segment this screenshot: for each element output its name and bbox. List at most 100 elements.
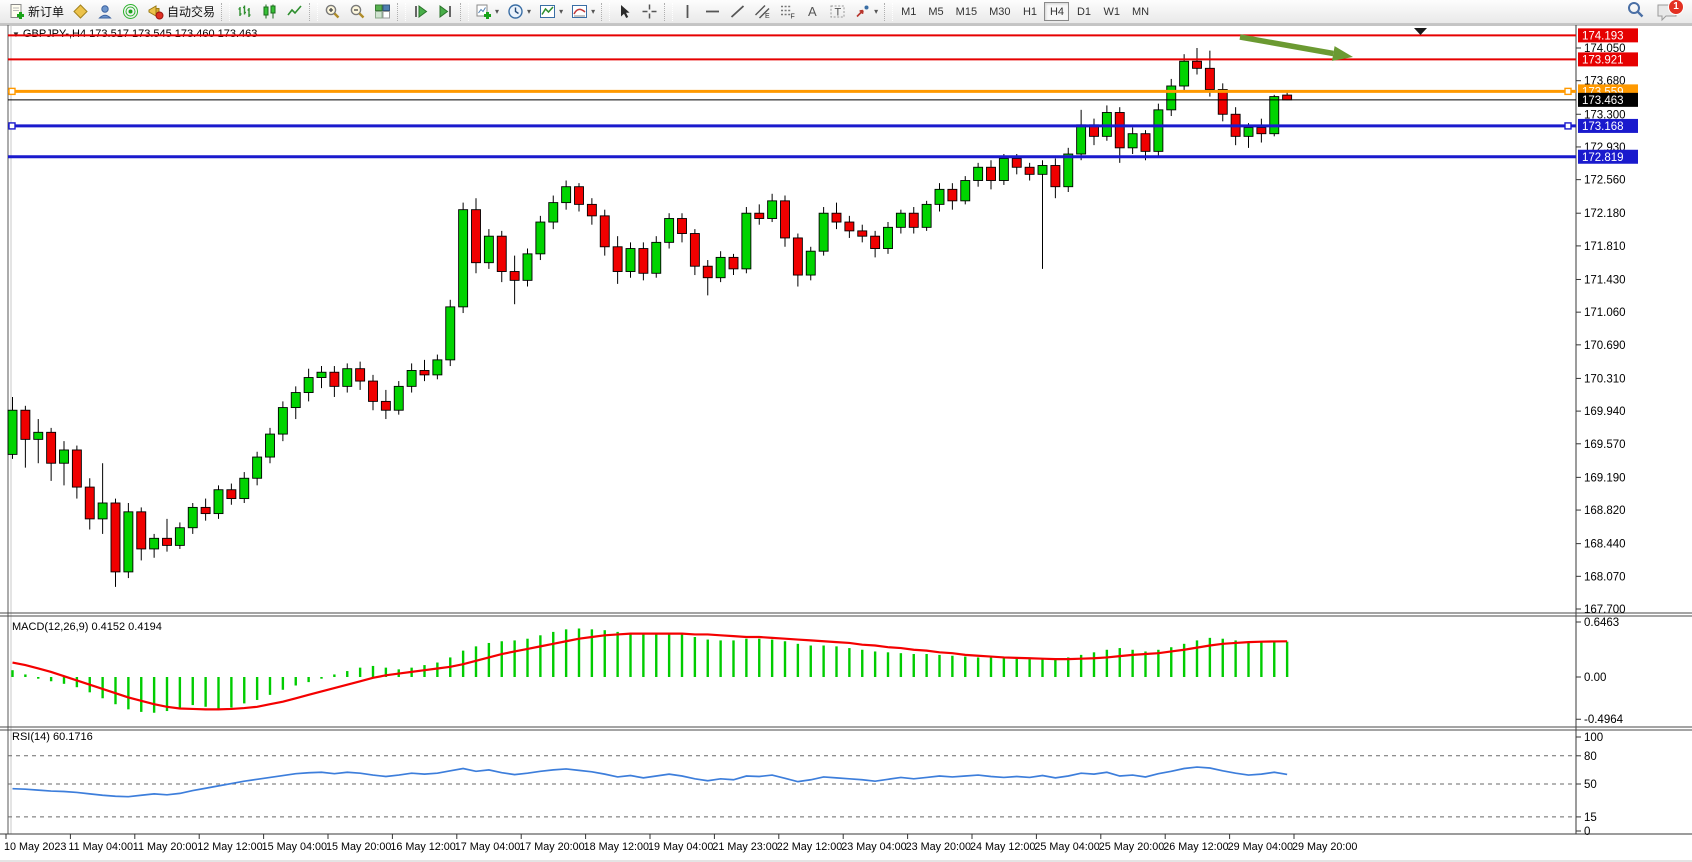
time-tick-label: 11 May 20:00	[133, 841, 198, 853]
time-tick-label: 22 May 12:00	[777, 841, 842, 853]
rsi-line[interactable]	[12, 766, 1288, 798]
new-order-label: 新订单	[28, 5, 65, 19]
symbol-period-label: GBPJPY-,H4	[22, 28, 87, 40]
rsi-label-line: RSI(14) 60.1716	[12, 731, 93, 743]
candle-body	[110, 502, 121, 573]
candle-body	[625, 248, 636, 272]
candle-body	[883, 226, 893, 249]
arrows-button[interactable]: ▾	[850, 1, 882, 23]
equidistant-channel-button[interactable]: E	[750, 1, 775, 23]
search-icon[interactable]	[1626, 0, 1646, 23]
line-chart-button[interactable]	[282, 1, 307, 23]
zoom-out-button[interactable]	[345, 1, 370, 23]
zoom-in-button[interactable]	[320, 1, 345, 23]
chart-shift-marker[interactable]	[1414, 28, 1427, 35]
macd-indicator[interactable]	[11, 628, 1289, 713]
candle-body	[200, 506, 211, 515]
price-line-label: 172.819	[1582, 152, 1624, 164]
chevron-down-icon: ▾	[527, 6, 532, 16]
indicators-button[interactable]: ▾	[535, 1, 567, 23]
timeframe-h4-button[interactable]: H4	[1044, 2, 1070, 21]
tile-windows-icon	[374, 3, 391, 20]
price-tick-label: 170.690	[1584, 340, 1626, 352]
bar-chart-button[interactable]	[232, 1, 257, 23]
cursor-button[interactable]	[612, 1, 637, 23]
timeframe-m15-button[interactable]: M15	[951, 2, 982, 21]
crosshair-button[interactable]	[637, 1, 662, 23]
candle-body	[277, 407, 288, 435]
horizontal-line-button[interactable]	[700, 1, 725, 23]
fibonacci-button[interactable]: F	[775, 1, 800, 23]
vertical-line-button[interactable]	[675, 1, 700, 23]
toolbar-separator	[221, 2, 231, 21]
timeframe-m30-button[interactable]: M30	[984, 2, 1015, 21]
time-tick-label: 12 May 12:00	[197, 841, 262, 853]
auto-scroll-icon	[412, 3, 429, 20]
hline-objects[interactable]	[8, 34, 1576, 159]
candlestick-series[interactable]	[7, 48, 1293, 587]
notifications-button[interactable]: 1	[1656, 0, 1684, 22]
text-button[interactable]: A	[800, 1, 825, 23]
timeframe-m1-button[interactable]: M1	[896, 2, 921, 21]
rsi-indicator-label: RSI(14)	[12, 731, 50, 743]
trendline-button[interactable]	[725, 1, 750, 23]
candle-body	[1127, 133, 1138, 149]
new-order-button[interactable]: 新订单	[4, 1, 68, 23]
timeframe-d1-button[interactable]: D1	[1071, 2, 1096, 21]
candle-body	[1101, 112, 1112, 137]
chart-window[interactable]: ▼GBPJPY-,H4 173.517 173.545 173.460 173.…	[0, 24, 1692, 862]
price-line-label-bg	[1578, 92, 1638, 107]
profile-button[interactable]	[93, 1, 118, 23]
candle-body	[921, 203, 932, 228]
rsi-levels	[8, 755, 1576, 818]
candle-body	[406, 370, 417, 387]
timeframe-w1-button[interactable]: W1	[1098, 2, 1125, 21]
chevron-down-icon: ▾	[874, 6, 879, 16]
candle-body	[1217, 89, 1228, 115]
candle-body	[471, 209, 481, 264]
auto-trading-button[interactable]: 自动交易	[143, 1, 219, 23]
candle-body	[213, 489, 224, 515]
candle-body	[677, 218, 687, 234]
timeframe-m5-button[interactable]: M5	[923, 2, 948, 21]
price-axis[interactable]: 174.050173.680173.300172.930172.560172.1…	[1576, 28, 1638, 616]
time-tick-label: 10 May 2023	[4, 841, 66, 853]
candle-body	[149, 537, 160, 550]
chart-canvas[interactable]: 174.050173.680173.300172.930172.560172.1…	[0, 24, 1692, 862]
candle-body	[998, 157, 1009, 181]
chart-shift-button[interactable]	[433, 1, 458, 23]
candle-body	[303, 377, 314, 394]
auto-scroll-button[interactable]	[408, 1, 433, 23]
candle-body	[187, 506, 198, 529]
candle-body	[1114, 112, 1125, 149]
candle-body	[818, 212, 829, 252]
templates-button[interactable]: ▾	[567, 1, 599, 23]
price-tick-label: 173.300	[1584, 109, 1626, 121]
candle-body	[754, 212, 765, 219]
candle-body	[1243, 127, 1254, 137]
candle-body	[7, 409, 18, 455]
tile-windows-button[interactable]	[370, 1, 395, 23]
candle-body	[1011, 157, 1022, 168]
signals-button[interactable]	[118, 1, 143, 23]
candlestick-chart-icon	[261, 3, 278, 20]
candle-body	[1063, 153, 1074, 188]
periods-button[interactable]: ▾	[503, 1, 535, 23]
time-axis[interactable]: 10 May 2023 11 May 04:00 11 May 20:00 12 Ma…	[4, 834, 1357, 853]
candle-body	[535, 221, 546, 255]
timeframe-mn-button[interactable]: MN	[1127, 2, 1154, 21]
cursor-icon	[616, 3, 633, 20]
price-tick-label: 171.430	[1584, 274, 1626, 286]
candlestick-chart-button[interactable]	[257, 1, 282, 23]
text-label-button[interactable]: T	[825, 1, 850, 23]
arrow-annotation[interactable]	[1239, 34, 1353, 61]
zoom-out-icon	[349, 3, 366, 20]
candle-body	[458, 209, 469, 308]
svg-text:A: A	[808, 4, 817, 19]
line-chart-icon	[286, 3, 303, 20]
market-button[interactable]	[68, 1, 93, 23]
candle-body	[986, 166, 996, 181]
svg-text:0.6463: 0.6463	[1584, 617, 1619, 629]
timeframe-h1-button[interactable]: H1	[1017, 2, 1042, 21]
new-chart-button[interactable]: ▾	[471, 1, 503, 23]
